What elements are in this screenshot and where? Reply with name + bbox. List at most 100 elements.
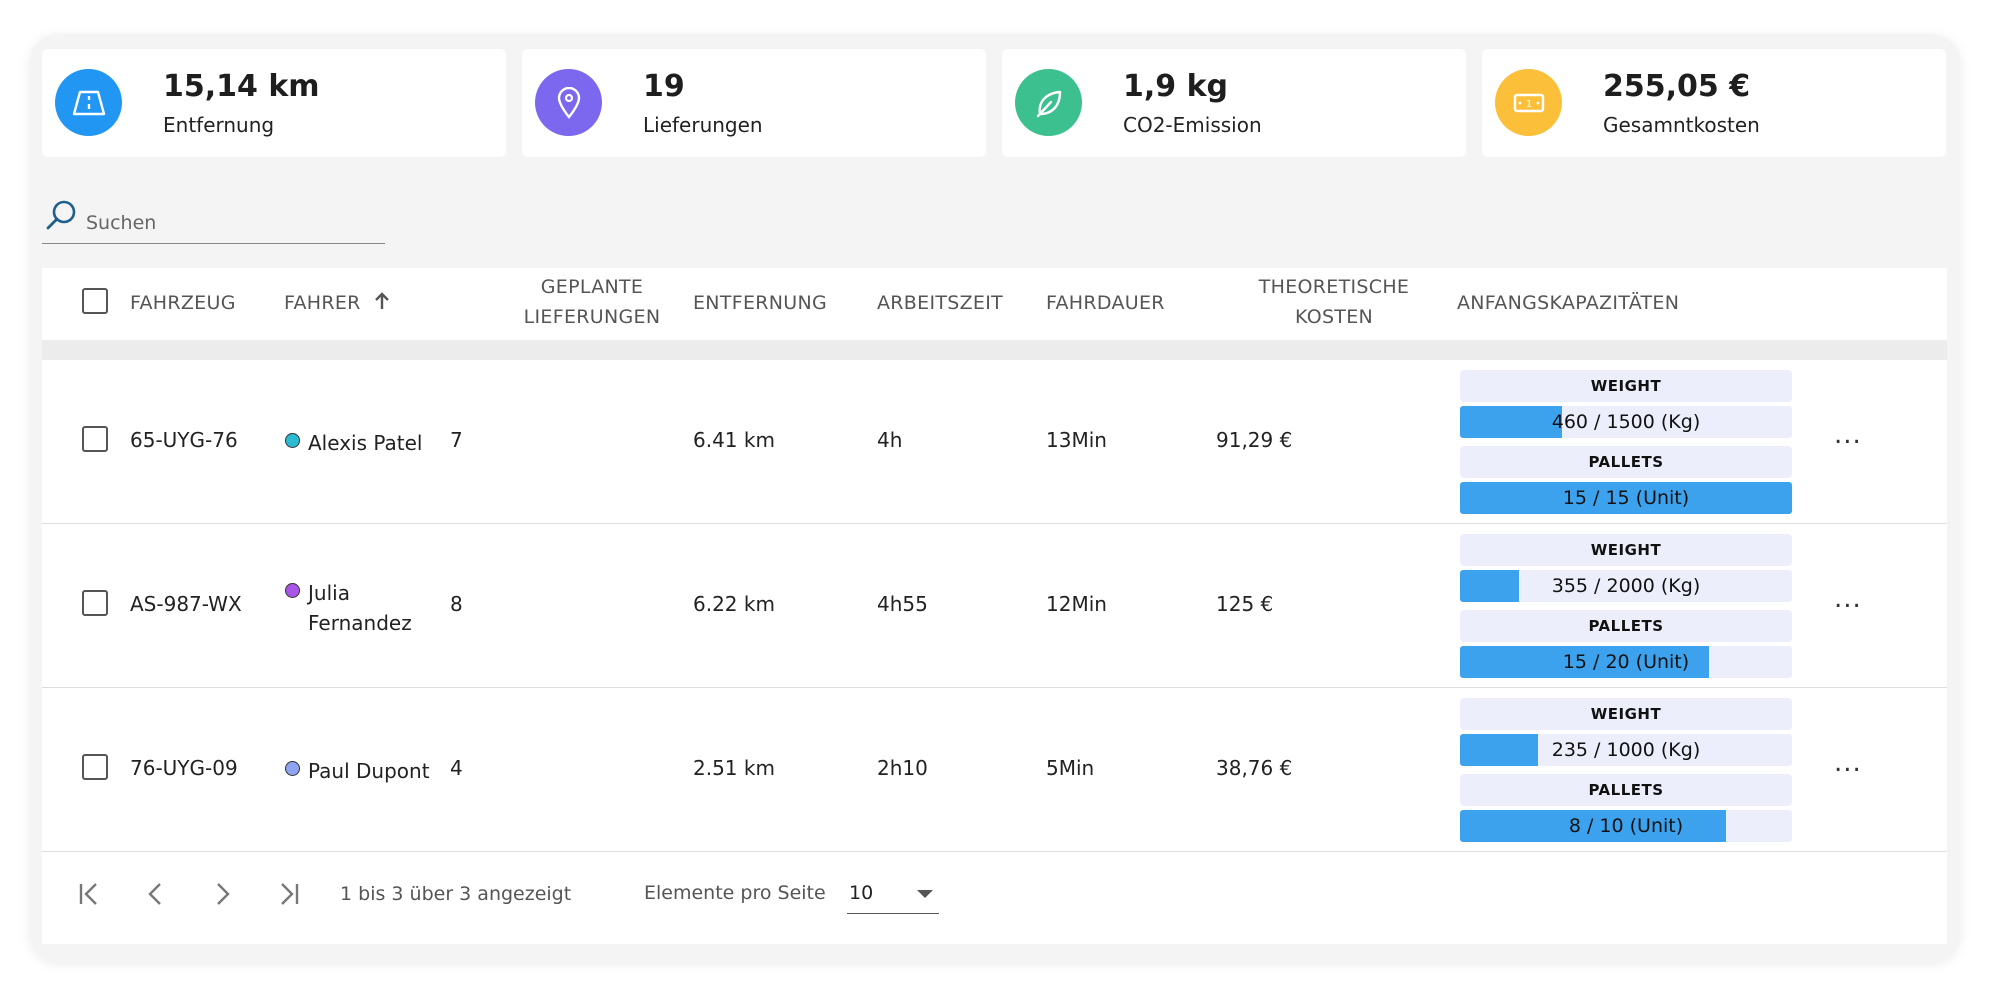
search-icon: [46, 200, 76, 230]
table-row[interactable]: 76-UYG-09 Paul Dupont 4 2.51 km 2h10 5Min 38,7…: [42, 688, 1947, 852]
drivetime: 12Min: [1046, 592, 1107, 616]
chevron-down-icon: [917, 890, 933, 898]
col-capacity[interactable]: ANFANGSKAPAZITÄTEN: [1457, 292, 1680, 314]
svg-text:1: 1: [1525, 99, 1531, 110]
distance: 6.41 km: [693, 428, 775, 452]
kpi-card-distance: 15,14 km Entfernung: [42, 49, 506, 157]
col-planned-line1: GEPLANTE: [540, 276, 644, 298]
capacity-bar-fill: [1460, 810, 1726, 842]
first-page-icon: [79, 883, 97, 905]
capacity-bar: 235 / 1000 (Kg): [1460, 734, 1792, 766]
distance: 6.22 km: [693, 592, 775, 616]
row-checkbox[interactable]: [82, 754, 108, 780]
capacity-title: WEIGHT: [1460, 534, 1792, 566]
kpi-card-deliveries: 19 Lieferungen: [522, 49, 986, 157]
col-worktime[interactable]: ARBEITSZEIT: [877, 292, 1004, 314]
row-checkbox[interactable]: [82, 426, 108, 452]
kpi-label: Gesamntkosten: [1603, 113, 1760, 137]
previous-page-button[interactable]: [138, 876, 174, 912]
select-all-checkbox[interactable]: [82, 288, 108, 314]
capacity-bar-text: 15 / 20 (Unit): [1562, 651, 1690, 673]
col-planned-deliveries[interactable]: GEPLANTE LIEFERUNGEN: [462, 272, 722, 332]
col-distance[interactable]: ENTFERNUNG: [693, 292, 828, 314]
capacity-bar: 15 / 15 (Unit): [1460, 482, 1792, 514]
theoretical-cost: 38,76 €: [1216, 756, 1293, 780]
kpi-card-co2: 1,9 kg CO2-Emission: [1002, 49, 1466, 157]
kpi-value: 1,9 kg: [1123, 69, 1229, 104]
driver-color-dot: [285, 583, 300, 598]
capacity-title: WEIGHT: [1460, 698, 1792, 730]
capacity-bar-text: 460 / 1500 (Kg): [1551, 411, 1701, 433]
col-driver[interactable]: FAHRER: [284, 288, 391, 318]
capacity-bar: 8 / 10 (Unit): [1460, 810, 1792, 842]
col-drivetime[interactable]: FAHRDAUER: [1046, 292, 1165, 314]
search-box: [42, 196, 385, 244]
col-cost-line2: KOSTEN: [1294, 306, 1374, 328]
per-page-select[interactable]: 10: [847, 874, 939, 914]
vehicle-plate: AS-987-WX: [130, 592, 242, 616]
kpi-card-total-cost: 1 255,05 € Gesamntkosten: [1482, 49, 1946, 157]
driver-name: Julia Fernandez: [308, 578, 412, 638]
banknote-icon: 1: [1495, 69, 1562, 136]
vehicle-plate: 65-UYG-76: [130, 428, 238, 452]
driver-name-line1: Alexis Patel: [308, 431, 423, 455]
kpi-value: 15,14 km: [163, 69, 320, 104]
search-input[interactable]: [86, 208, 376, 238]
capacity-title: PALLETS: [1460, 774, 1792, 806]
col-driver-label: FAHRER: [284, 292, 361, 314]
vehicles-table: FAHRZEUG FAHRER GEPLANTE LIEFERUNGEN ENT…: [42, 268, 1947, 944]
pagination-summary: 1 bis 3 über 3 angezeigt: [340, 883, 572, 905]
leaf-icon: [1015, 69, 1082, 136]
worktime: 4h: [877, 428, 903, 452]
kpi-value: 19: [643, 69, 685, 104]
last-page-button[interactable]: [270, 876, 306, 912]
col-planned-line2: LIEFERUNGEN: [523, 306, 661, 328]
capacity-title: PALLETS: [1460, 610, 1792, 642]
pagination: 1 bis 3 über 3 angezeigt Elemente pro Se…: [42, 848, 1947, 944]
driver-color-dot: [285, 761, 300, 776]
capacity-bar-text: 8 / 10 (Unit): [1568, 815, 1684, 837]
driver-name-line2: Fernandez: [308, 611, 412, 635]
per-page-value: 10: [849, 882, 874, 904]
capacity-bar: 15 / 20 (Unit): [1460, 646, 1792, 678]
header-divider: [42, 340, 1947, 360]
row-more-menu-button[interactable]: ...: [1834, 748, 1862, 778]
theoretical-cost: 91,29 €: [1216, 428, 1293, 452]
distance: 2.51 km: [693, 756, 775, 780]
worktime: 2h10: [877, 756, 928, 780]
driver-name-line1: Julia: [308, 581, 350, 605]
row-checkbox[interactable]: [82, 590, 108, 616]
capacity-bar-fill: [1460, 570, 1519, 602]
kpi-label: Entfernung: [163, 113, 275, 137]
col-vehicle[interactable]: FAHRZEUG: [130, 292, 236, 314]
table-row[interactable]: AS-987-WX Julia Fernandez 8 6.22 km 4h55 12Min…: [42, 524, 1947, 688]
drivetime: 5Min: [1046, 756, 1095, 780]
kpi-value: 255,05 €: [1603, 69, 1751, 104]
capacity-bar-text: 235 / 1000 (Kg): [1551, 739, 1701, 761]
kpi-label: CO2-Emission: [1123, 113, 1262, 137]
first-page-button[interactable]: [72, 876, 108, 912]
kpi-label: Lieferungen: [643, 113, 763, 137]
sort-ascending-icon: [375, 292, 389, 309]
capacity-title: PALLETS: [1460, 446, 1792, 478]
row-more-menu-button[interactable]: ...: [1834, 584, 1862, 614]
planned-deliveries: 4: [450, 756, 463, 780]
drivetime: 13Min: [1046, 428, 1107, 452]
col-cost-line1: THEORETISCHE: [1258, 276, 1410, 298]
table-row[interactable]: 65-UYG-76 Alexis Patel 7 6.41 km 4h 13Min 91,2…: [42, 360, 1947, 524]
driver-color-dot: [285, 433, 300, 448]
planned-deliveries: 8: [450, 592, 463, 616]
capacity-bar-fill: [1460, 482, 1792, 514]
capacity-bar-fill: [1460, 646, 1709, 678]
capacity-bar: 355 / 2000 (Kg): [1460, 570, 1792, 602]
planned-deliveries: 7: [450, 428, 463, 452]
next-page-button[interactable]: [204, 876, 240, 912]
col-theoretical-cost[interactable]: THEORETISCHE KOSTEN: [1204, 272, 1464, 332]
location-pin-icon: [535, 69, 602, 136]
table-header: FAHRZEUG FAHRER GEPLANTE LIEFERUNGEN ENT…: [42, 268, 1947, 340]
row-more-menu-button[interactable]: ...: [1834, 420, 1862, 450]
chevron-left-icon: [148, 883, 161, 905]
capacity-bar-fill: [1460, 406, 1562, 438]
per-page-label: Elemente pro Seite: [644, 882, 826, 904]
driver-name: Alexis Patel: [308, 428, 422, 458]
